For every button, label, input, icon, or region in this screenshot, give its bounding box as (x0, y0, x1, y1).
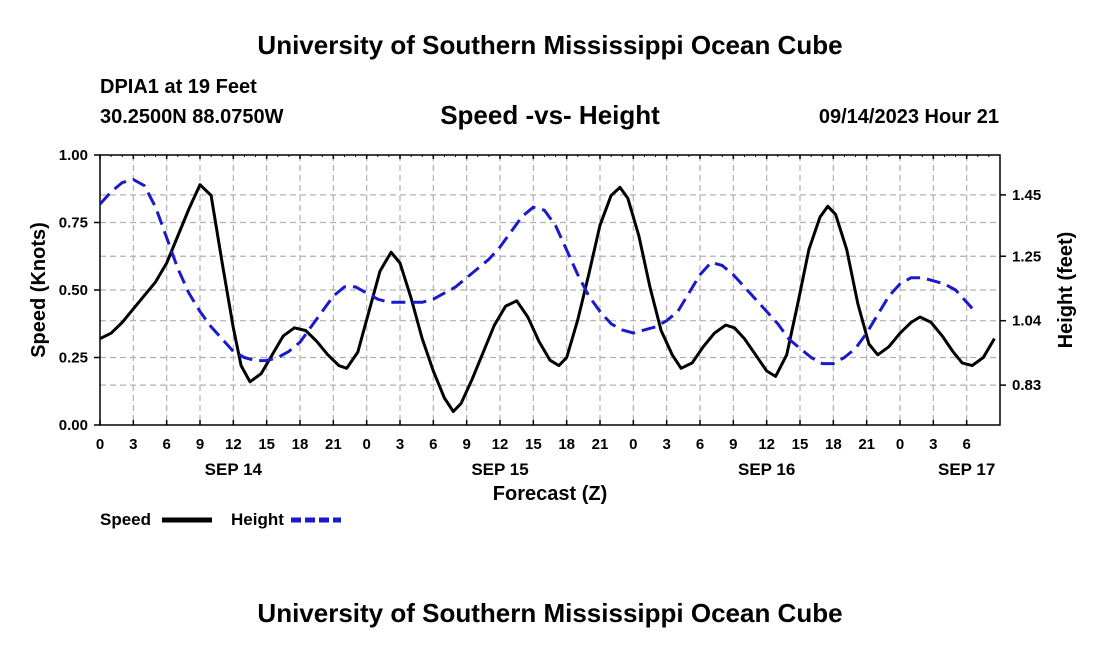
y2-tick-label: 1.25 (1012, 248, 1041, 265)
station-label: DPIA1 at 19 Feet (100, 76, 257, 98)
grid-layer (100, 155, 1000, 425)
x-tick-label: 15 (258, 436, 275, 453)
y-tick-label: 0.50 (59, 282, 88, 299)
x-tick-label: 6 (696, 436, 704, 453)
x-tick-label: 0 (629, 436, 637, 453)
x-tick-label: 6 (962, 436, 970, 453)
x-tick-label: 18 (292, 436, 309, 453)
height-series-line (98, 178, 974, 366)
x-tick-label: 3 (662, 436, 670, 453)
forecast-datetime: 09/14/2023 Hour 21 (818, 106, 999, 128)
y2-axis-title: Height (feet) (1055, 232, 1077, 349)
y-tick-label: 0.25 (59, 350, 88, 367)
chart-subtitle: Speed -vs- Height (440, 100, 660, 130)
series-layer (98, 178, 996, 413)
x-tick-label: 18 (558, 436, 575, 453)
y-tick-label: 0.00 (59, 417, 88, 434)
speed-series-line (99, 183, 996, 413)
x-tick-label: 21 (325, 436, 342, 453)
x-tick-label: 12 (758, 436, 775, 453)
x-date-label: SEP 17 (938, 460, 995, 479)
x-tick-label: 15 (525, 436, 542, 453)
x-tick-label: 6 (162, 436, 170, 453)
x-tick-label: 9 (462, 436, 470, 453)
legend-speed-label: Speed (100, 510, 151, 529)
x-tick-label: 9 (729, 436, 737, 453)
x-tick-label: 3 (929, 436, 937, 453)
x-tick-label: 21 (858, 436, 875, 453)
x-tick-label: 0 (96, 436, 104, 453)
x-tick-label: 6 (429, 436, 437, 453)
y2-tick-label: 1.45 (1012, 187, 1041, 204)
x-tick-label: 18 (825, 436, 842, 453)
y2-tick-label: 0.83 (1012, 377, 1041, 394)
y-tick-label: 1.00 (59, 147, 88, 164)
legend: Speed Height (100, 510, 341, 529)
x-tick-label: 0 (362, 436, 370, 453)
x-tick-label: 9 (196, 436, 204, 453)
x-tick-label: 21 (592, 436, 609, 453)
axes-layer: 0 3 6 9 12 15 18 21 0 3 6 9 12 15 18 21 0 3 6 9 12 15 18 21 0 3 6 S… (59, 147, 1042, 479)
x-tick-label: 3 (396, 436, 404, 453)
x-date-label: SEP 14 (205, 460, 263, 479)
x-date-label: SEP 15 (471, 460, 528, 479)
footer-title: University of Southern Mississippi Ocean… (257, 598, 843, 628)
y-axis-title: Speed (Knots) (28, 222, 50, 358)
y-tick-label: 0.75 (59, 215, 88, 232)
x-tick-label: 15 (792, 436, 809, 453)
x-tick-label: 0 (896, 436, 904, 453)
station-coordinates: 30.2500N 88.0750W (100, 106, 284, 128)
x-tick-label: 12 (225, 436, 242, 453)
page-title: University of Southern Mississippi Ocean… (257, 30, 843, 60)
x-tick-label: 3 (129, 436, 137, 453)
x-tick-label: 12 (492, 436, 509, 453)
x-date-label: SEP 16 (738, 460, 795, 479)
legend-height-label: Height (231, 510, 284, 529)
y2-tick-label: 1.04 (1012, 313, 1042, 330)
x-axis-title: Forecast (Z) (493, 483, 607, 505)
